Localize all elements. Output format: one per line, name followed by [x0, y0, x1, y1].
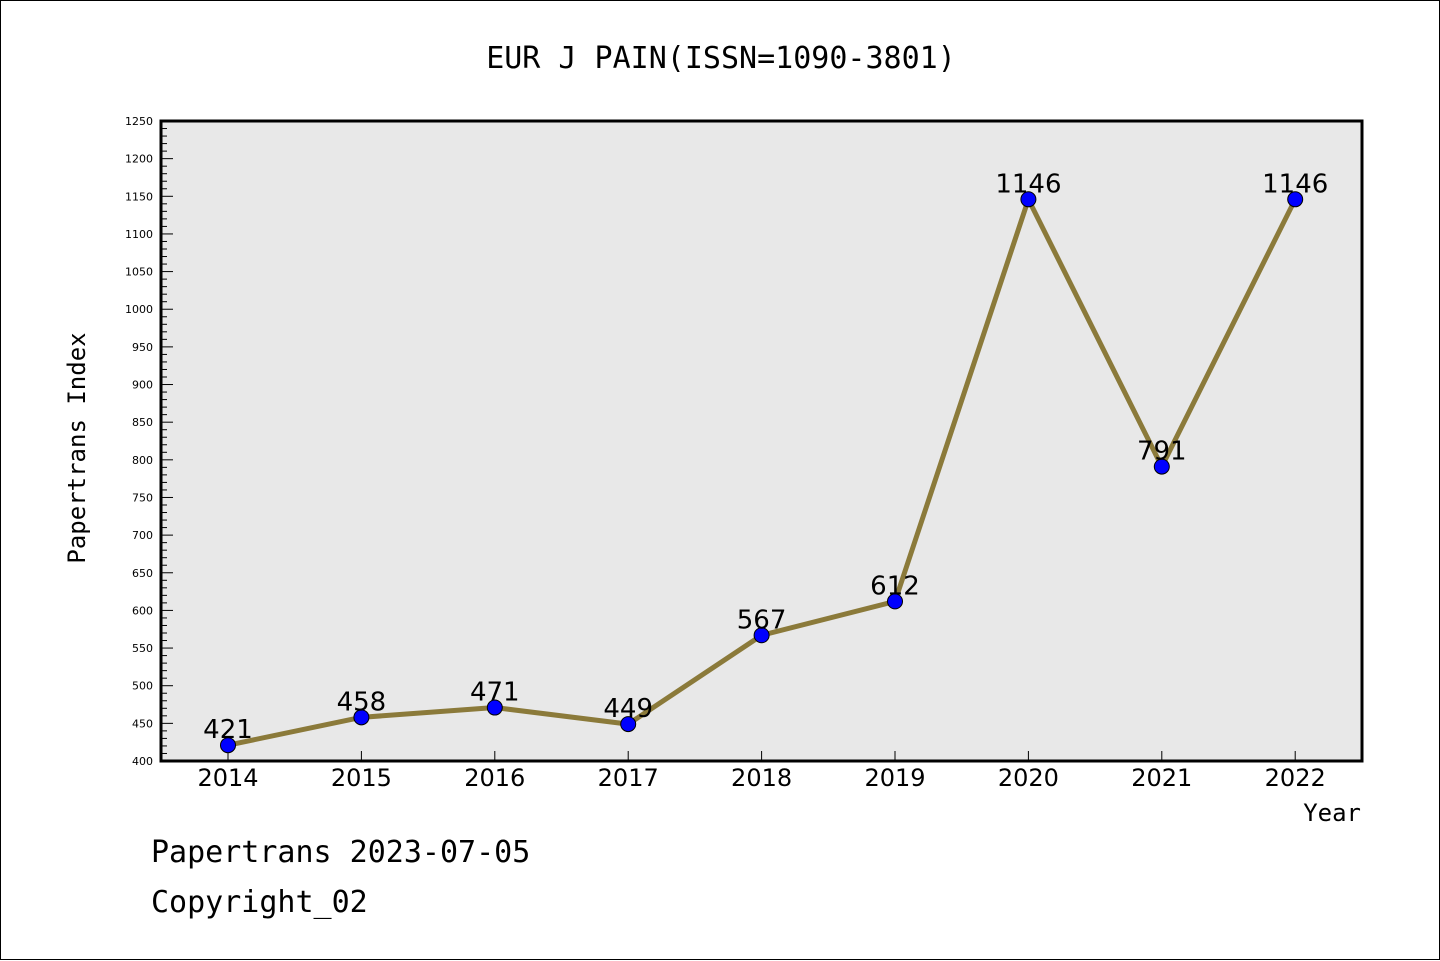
y-tick-label: 1200 [125, 153, 153, 166]
plot-border [159, 119, 1364, 763]
y-tick-label: 850 [132, 416, 153, 429]
y-tick-label: 950 [132, 341, 153, 354]
x-axis-label: Year [1303, 799, 1361, 827]
y-tick-label: 900 [132, 379, 153, 392]
y-tick-label: 650 [132, 567, 153, 580]
footer-copyright: Copyright_02 [151, 885, 368, 920]
data-label: 612 [870, 571, 920, 601]
y-tick-label: 1150 [125, 190, 153, 203]
y-tick-labels: 400 450 500 550 600 650 700 750 800 850 900 950 1000… [125, 115, 153, 768]
y-axis-label: Papertrans Index [63, 332, 91, 563]
data-point [1020, 191, 1037, 208]
y-tick-label: 600 [132, 604, 153, 617]
x-tick-label: 2018 [731, 764, 792, 792]
y-tick-label: 1050 [125, 266, 153, 279]
data-point [887, 593, 903, 610]
y-tick-label: 1100 [125, 228, 153, 241]
chart-title: EUR J PAIN(ISSN=1090-3801) [486, 41, 956, 76]
y-tick-label: 1000 [125, 303, 153, 316]
data-label: 1146 [1262, 169, 1328, 199]
x-tick-label: 2020 [998, 764, 1059, 792]
data-label: 421 [203, 715, 253, 745]
plot-area [161, 121, 1362, 761]
x-tick-label: 2017 [598, 764, 659, 792]
x-ticks [227, 751, 1296, 761]
y-tick-label: 550 [132, 642, 153, 655]
y-tick-label: 450 [132, 717, 153, 730]
y-tick-label: 1250 [125, 115, 153, 128]
data-point [620, 716, 637, 733]
x-tick-label: 2022 [1265, 764, 1326, 792]
data-point [353, 709, 370, 726]
y-tick-label: 500 [132, 680, 153, 693]
footer-date-line: Papertrans 2023-07-05 [151, 835, 531, 870]
data-label: 449 [603, 694, 653, 724]
y-tick-label: 750 [132, 491, 153, 504]
x-tick-label: 2014 [197, 764, 258, 792]
x-tick-label: 2015 [331, 764, 392, 792]
data-point [220, 737, 236, 754]
x-tick-labels: 2014 2015 2016 2017 2018 2019 2020 2021 2022 [197, 764, 1325, 792]
data-point [486, 699, 503, 716]
y-tick-label: 800 [132, 454, 153, 467]
data-label: 791 [1137, 437, 1187, 467]
data-markers [220, 191, 1304, 754]
data-point [753, 627, 770, 644]
data-point [1287, 191, 1304, 208]
y-tick-label: 400 [132, 755, 153, 768]
data-point [1153, 458, 1170, 475]
x-tick-label: 2021 [1131, 764, 1192, 792]
x-tick-label: 2019 [864, 764, 925, 792]
x-tick-label: 2016 [464, 764, 525, 792]
data-label: 471 [470, 678, 520, 708]
y-tick-label: 700 [132, 529, 153, 542]
data-label: 1146 [995, 169, 1061, 199]
data-label: 458 [337, 687, 387, 717]
data-label: 567 [737, 605, 787, 635]
data-labels: 421 458 471 449 567 612 1146 791 1146 [203, 169, 1328, 745]
